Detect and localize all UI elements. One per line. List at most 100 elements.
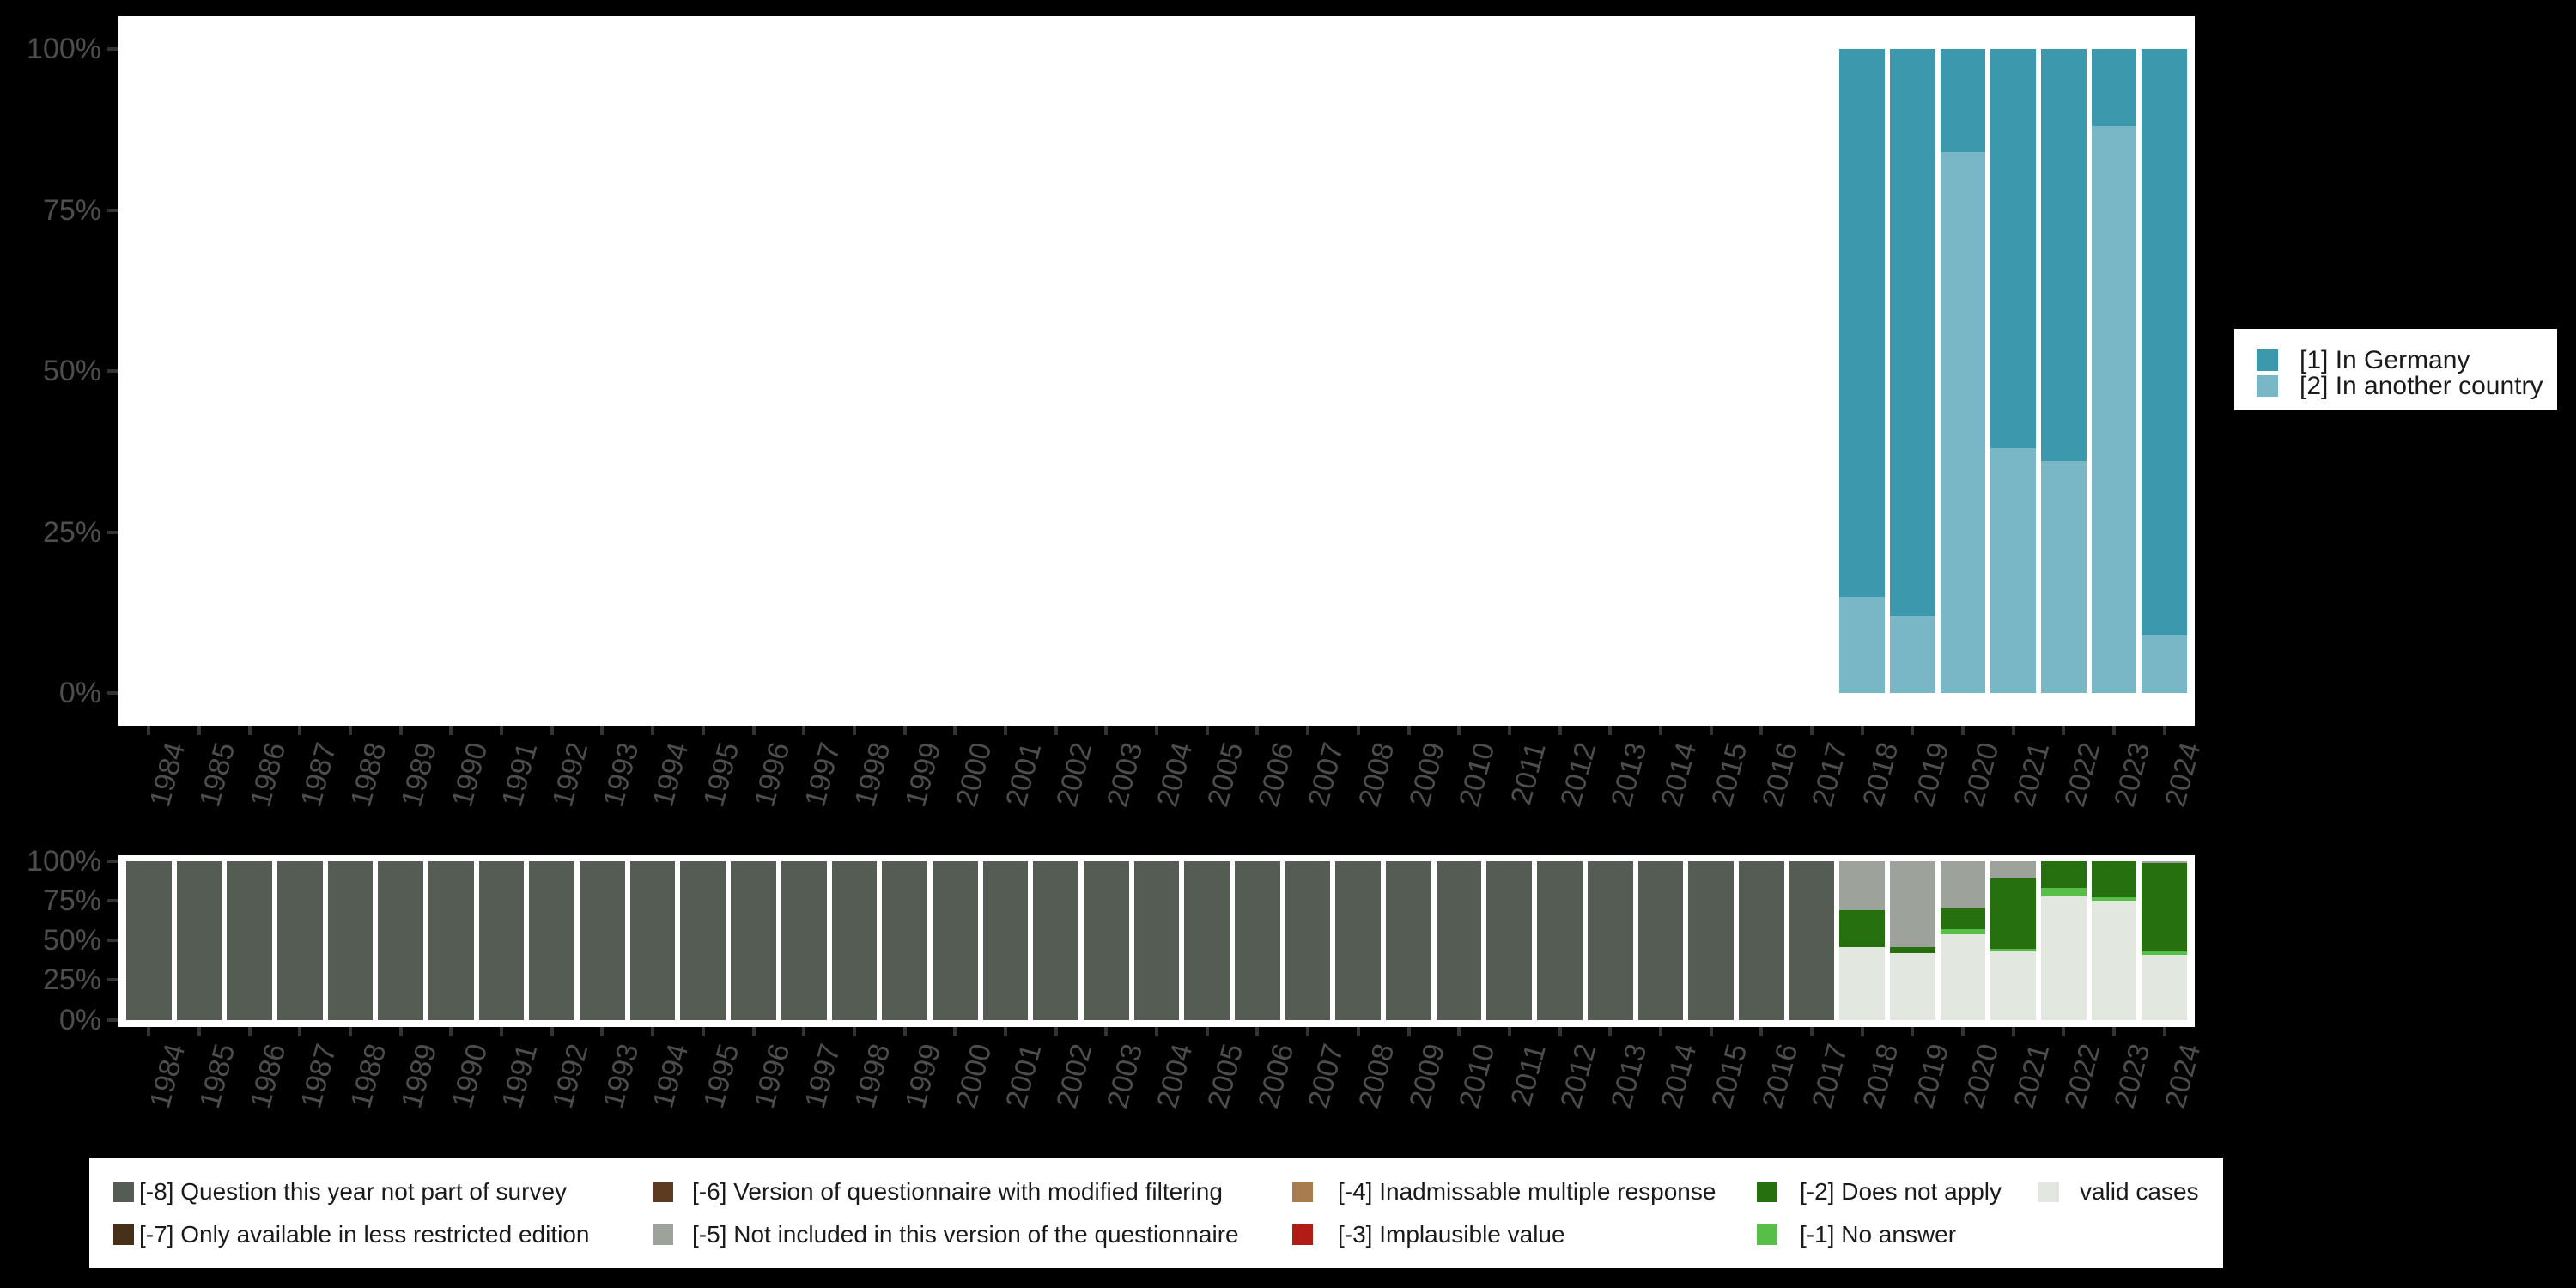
x-axis-tick <box>398 726 403 735</box>
bottom-segment-valid <box>1990 951 2037 1020</box>
bottom-segment-m8 <box>176 861 222 1020</box>
bottom-bar-2015 <box>1688 861 1734 1020</box>
x-axis-year-label: 2014 <box>1655 738 1704 811</box>
x-axis-tick <box>1356 1027 1360 1036</box>
bottom-bar-2003 <box>1083 861 1129 1020</box>
bottom-bar-2013 <box>1587 861 1633 1020</box>
bottom-chart-panel <box>118 855 2195 1027</box>
x-axis-year-label: 1998 <box>848 1040 897 1112</box>
x-axis-tick <box>550 1027 554 1036</box>
x-axis-tick <box>1558 1027 1562 1036</box>
x-axis-year-label: 1999 <box>898 1040 948 1112</box>
x-axis-tick <box>1205 1027 1209 1036</box>
x-axis-year-label: 2017 <box>1806 1040 1855 1112</box>
x-axis-year-label: 2003 <box>1100 738 1150 811</box>
x-axis-tick <box>902 726 907 735</box>
legend-swatch-m4 <box>1292 1182 1313 1202</box>
x-axis-tick <box>1961 1027 1965 1036</box>
x-axis-tick <box>651 726 655 735</box>
x-axis-tick <box>550 726 554 735</box>
x-axis-tick <box>147 1027 151 1036</box>
x-axis-tick <box>147 726 151 735</box>
bottom-segment-m8 <box>1537 861 1583 1020</box>
y-axis-label: 0% <box>58 677 101 709</box>
x-axis-year-label: 2008 <box>1352 1040 1401 1112</box>
x-axis-tick <box>1709 726 1713 735</box>
bottom-bar-1984 <box>125 861 172 1020</box>
bottom-bar-2010 <box>1436 861 1482 1020</box>
bottom-segment-m8 <box>378 861 424 1020</box>
x-axis-tick <box>1507 1027 1511 1036</box>
bottom-bar-1987 <box>276 861 323 1020</box>
x-axis-year-label: 1993 <box>596 738 646 811</box>
bottom-segment-m8 <box>680 861 726 1020</box>
y-axis-tick <box>107 208 118 212</box>
x-axis-year-label: 2018 <box>1856 1040 1905 1112</box>
x-axis-tick <box>600 726 605 735</box>
bottom-bar-2014 <box>1637 861 1684 1020</box>
x-axis-year-label: 1986 <box>244 738 293 811</box>
x-axis-tick <box>1306 726 1310 735</box>
bottom-bar-2012 <box>1537 861 1583 1020</box>
x-axis-year-label: 1997 <box>798 1040 847 1112</box>
bottom-bar-2017 <box>1789 861 1835 1020</box>
x-axis-year-label: 2016 <box>1755 738 1805 811</box>
top-segment-another_country <box>1889 616 1935 693</box>
bottom-bar-1986 <box>227 861 272 1020</box>
bottom-bar-1993 <box>580 861 625 1020</box>
bottom-bar-1992 <box>529 861 575 1020</box>
x-axis-year-label: 2002 <box>1050 738 1099 811</box>
x-axis-tick <box>1658 726 1662 735</box>
missing-values-legend: [-8] Question this year not part of surv… <box>89 1158 2223 1268</box>
legend-swatch-m5 <box>653 1224 673 1245</box>
x-axis-year-label: 1999 <box>898 738 948 811</box>
bottom-segment-m8 <box>982 861 1029 1020</box>
x-axis-year-label: 2011 <box>1504 738 1552 809</box>
bottom-segment-m5 <box>2142 861 2188 863</box>
x-axis-tick <box>1608 1027 1613 1036</box>
x-axis-year-label: 1984 <box>143 1040 191 1112</box>
x-axis-tick <box>1608 726 1613 735</box>
x-axis-year-label: 1996 <box>747 738 797 811</box>
y-axis-tick <box>107 47 118 51</box>
bottom-segment-valid <box>1839 946 1886 1020</box>
legend-label-in_germany: [1] In Germany <box>2300 346 2470 374</box>
bottom-segment-m5 <box>1889 861 1935 947</box>
x-axis-year-label: 1993 <box>596 1040 646 1112</box>
legend-label-m7: [-7] Only available in less restricted e… <box>139 1221 590 1248</box>
bottom-bar-2019 <box>1889 861 1935 1020</box>
legend-swatch-valid <box>2038 1182 2059 1202</box>
bottom-segment-m8 <box>1033 861 1078 1020</box>
bottom-segment-m8 <box>731 861 776 1020</box>
legend-swatch-m6 <box>653 1182 673 1202</box>
top-segment-in_germany <box>1839 49 1886 597</box>
x-axis-tick <box>1155 1027 1158 1036</box>
x-axis-year-label: 2015 <box>1705 738 1754 811</box>
bottom-bar-2007 <box>1285 861 1331 1020</box>
x-axis-year-label: 2010 <box>1453 738 1502 811</box>
bottom-segment-valid <box>1940 933 1986 1020</box>
x-axis-year-label: 2015 <box>1705 1040 1754 1112</box>
x-axis-year-label: 1991 <box>495 1040 544 1112</box>
x-axis-year-label: 2017 <box>1806 738 1855 811</box>
x-axis-tick <box>1961 726 1965 735</box>
legend-label-m8: [-8] Question this year not part of surv… <box>139 1178 568 1205</box>
top-segment-in_germany <box>1940 49 1986 152</box>
top-segment-in_germany <box>1990 49 2037 448</box>
x-axis-tick <box>802 1027 806 1036</box>
bottom-segment-m8 <box>1688 861 1734 1020</box>
bottom-segment-m8 <box>1335 861 1382 1020</box>
bottom-segment-m2 <box>2041 861 2087 889</box>
y-axis-tick <box>107 691 118 695</box>
x-axis-year-label: 2000 <box>949 1040 998 1112</box>
x-axis-tick <box>852 726 856 735</box>
x-axis-tick <box>1759 1027 1764 1036</box>
x-axis-year-label: 1996 <box>747 1040 797 1112</box>
y-axis-tick <box>107 369 118 373</box>
bottom-segment-m5 <box>1990 861 2037 879</box>
x-axis-year-label: 2024 <box>2159 738 2208 811</box>
bottom-segment-valid <box>2142 954 2188 1020</box>
x-axis-year-label: 1995 <box>697 738 746 811</box>
x-axis-year-label: 2006 <box>1251 1040 1301 1112</box>
x-axis-year-label: 1988 <box>344 1040 393 1112</box>
